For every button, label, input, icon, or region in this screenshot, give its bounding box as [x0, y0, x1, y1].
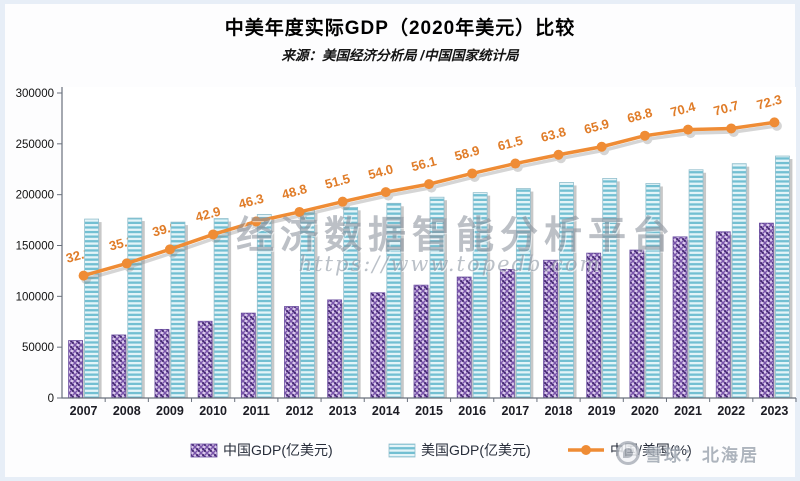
x-label-2016: 2016	[458, 404, 486, 418]
ratio-label-2023: 72.3	[755, 91, 783, 112]
ratio-point-2013	[337, 196, 348, 207]
ratio-label-2022: 70.7	[712, 98, 740, 119]
bar-us-2020	[645, 183, 661, 399]
bar-china-2020	[629, 249, 645, 399]
bar-us-2023	[775, 155, 790, 399]
bar-us-2014	[386, 202, 402, 399]
bar-china-2018	[543, 259, 558, 399]
ratio-point-2010	[208, 229, 219, 240]
ratio-label-2015: 56.1	[410, 153, 438, 174]
bar-china-2019	[586, 252, 602, 399]
x-label-2014: 2014	[372, 404, 400, 418]
y-tick-label: 200000	[16, 190, 54, 202]
ratio-label-2018: 63.8	[539, 124, 567, 145]
ratio-point-2007	[78, 270, 89, 281]
ratio-point-2009	[164, 244, 175, 255]
legend-label-china: 中国GDP(亿美元)	[223, 442, 333, 458]
ratio-label-2011: 46.3	[237, 191, 265, 212]
ratio-label-2016: 58.9	[453, 143, 481, 164]
bar-us-2019	[602, 177, 618, 399]
bar-us-2022	[731, 163, 747, 399]
y-tick-label: 250000	[16, 139, 54, 151]
bar-us-2015	[429, 196, 445, 399]
chart-subtitle: 来源：美国经济分析局 /中国国家统计局	[281, 48, 519, 63]
ratio-label-2019: 65.9	[582, 116, 610, 137]
bar-china-2021	[672, 236, 688, 399]
bar-us-2011	[256, 214, 272, 399]
legend-label-us: 美国GDP(亿美元)	[421, 442, 531, 458]
legend-item-ratio[interactable]: 中国/美国(%)	[568, 442, 692, 458]
x-label-2015: 2015	[415, 404, 443, 418]
x-label-2008: 2008	[113, 404, 141, 418]
bar-us-2010	[213, 218, 229, 399]
x-label-2020: 2020	[631, 404, 659, 418]
bar-us-2013	[343, 206, 359, 399]
bar-china-2007	[68, 340, 83, 399]
ratio-point-2018	[553, 149, 564, 160]
bar-china-2010	[197, 320, 213, 399]
bar-china-2011	[240, 312, 256, 399]
ratio-point-2014	[380, 187, 391, 198]
bar-china-2022	[715, 231, 731, 399]
ratio-point-2015	[424, 179, 434, 190]
x-label-2013: 2013	[329, 404, 357, 418]
y-tick-label: 300000	[16, 88, 54, 100]
x-label-2011: 2011	[243, 404, 270, 418]
ratio-point-2021	[683, 124, 694, 135]
ratio-point-2020	[639, 130, 650, 141]
ratio-point-2016	[467, 168, 478, 179]
chart-title: 中美年度实际GDP（2020年美元）比较	[224, 18, 576, 39]
ratio-label-2021: 70.4	[669, 99, 698, 120]
x-label-2021: 2021	[674, 404, 702, 418]
legend-marker-ratio	[581, 445, 591, 455]
bar-china-2017	[499, 268, 515, 399]
legend-swatch-china	[190, 443, 218, 458]
legend-item-us[interactable]: 美国GDP(亿美元)	[388, 442, 531, 458]
bar-us-2012	[300, 210, 315, 399]
bar-us-2007	[84, 218, 99, 399]
bar-us-2018	[559, 182, 574, 399]
x-label-2009: 2009	[156, 404, 184, 418]
ratio-point-2008	[121, 258, 132, 269]
y-tick-label: 50000	[22, 342, 54, 354]
y-tick-label: 150000	[16, 241, 54, 253]
ratio-label-2012: 48.8	[280, 181, 308, 202]
ratio-point-2017	[510, 158, 521, 169]
bar-china-2015	[413, 284, 429, 399]
bar-china-2013	[327, 299, 343, 399]
ratio-point-2019	[596, 141, 607, 152]
x-label-2019: 2019	[588, 404, 616, 418]
bar-china-2014	[370, 292, 386, 399]
ratio-label-2020: 68.8	[626, 105, 654, 126]
bar-china-2012	[284, 306, 299, 399]
y-tick-label: 100000	[16, 291, 54, 303]
x-label-2017: 2017	[501, 404, 529, 418]
bar-china-2008	[111, 334, 127, 399]
x-label-2010: 2010	[199, 404, 227, 418]
legend-swatch-us	[388, 443, 416, 458]
x-label-2012: 2012	[286, 404, 314, 418]
ratio-label-2013: 51.5	[323, 171, 351, 192]
bar-us-2017	[515, 188, 531, 399]
bar-china-2023	[759, 222, 774, 399]
legend-label-ratio: 中国/美国(%)	[610, 442, 692, 458]
x-label-2023: 2023	[761, 404, 789, 418]
bar-us-2016	[472, 192, 488, 399]
ratio-point-2023	[769, 117, 780, 128]
y-tick-label: 0	[48, 393, 54, 405]
bar-us-2021	[688, 169, 704, 399]
ratio-label-2017: 61.5	[496, 133, 524, 154]
x-label-2007: 2007	[70, 404, 98, 418]
legend-item-china[interactable]: 中国GDP(亿美元)	[190, 442, 333, 458]
bar-china-2009	[154, 328, 170, 399]
ratio-label-2014: 54.0	[366, 161, 394, 182]
ratio-point-2011	[251, 216, 262, 227]
bar-us-2008	[127, 217, 143, 399]
x-label-2018: 2018	[545, 404, 573, 418]
ratio-point-2022	[726, 123, 737, 134]
x-label-2022: 2022	[717, 404, 745, 418]
bar-china-2016	[456, 276, 472, 399]
ratio-point-2012	[294, 206, 305, 217]
